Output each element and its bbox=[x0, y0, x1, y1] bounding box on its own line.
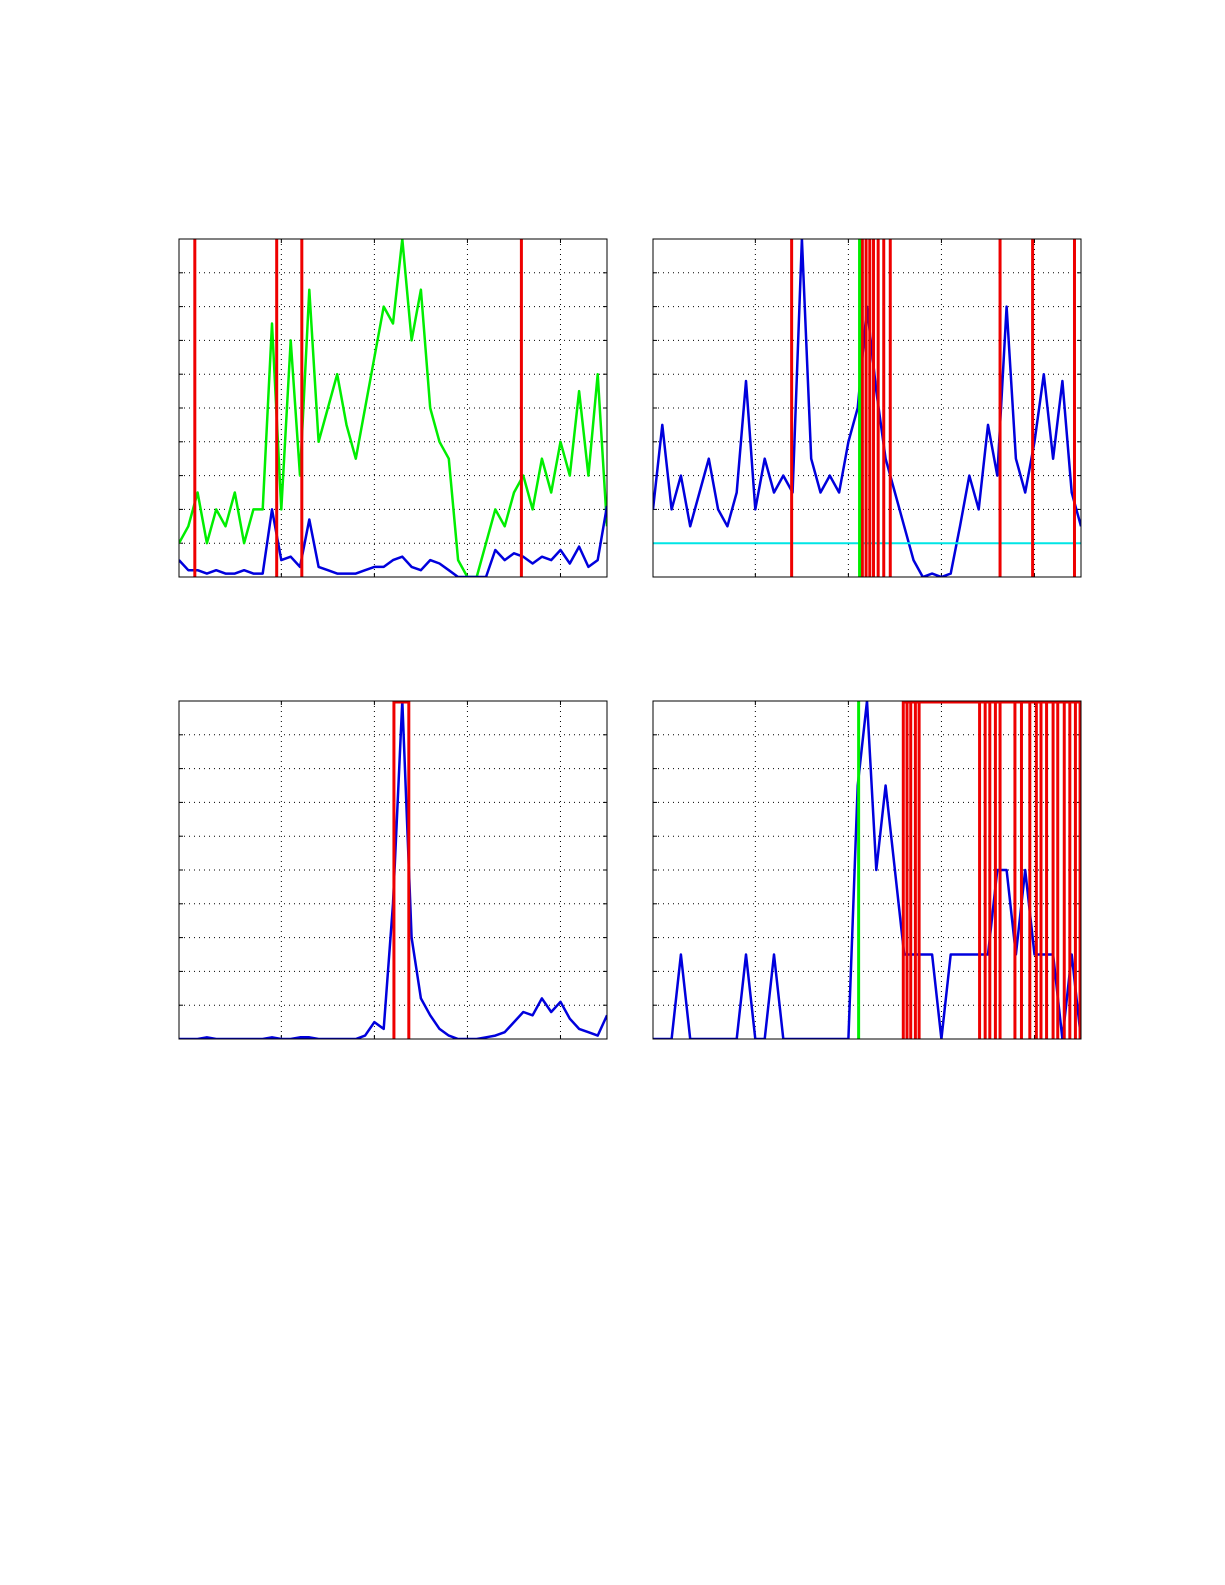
series-line bbox=[179, 239, 607, 577]
plot bbox=[652, 700, 1082, 1040]
series-line bbox=[179, 505, 607, 577]
axes-frame bbox=[178, 238, 608, 578]
plot bbox=[178, 238, 608, 578]
plot bbox=[178, 700, 608, 1040]
series-line bbox=[653, 701, 1081, 1039]
axes-frame bbox=[178, 700, 608, 1040]
axes-frame bbox=[652, 238, 1082, 578]
plot-area bbox=[653, 239, 1081, 577]
plot-area bbox=[179, 701, 607, 1039]
axes-frame bbox=[652, 700, 1082, 1040]
plot bbox=[652, 238, 1082, 578]
plot-area bbox=[179, 239, 607, 577]
plot-area bbox=[653, 701, 1081, 1039]
